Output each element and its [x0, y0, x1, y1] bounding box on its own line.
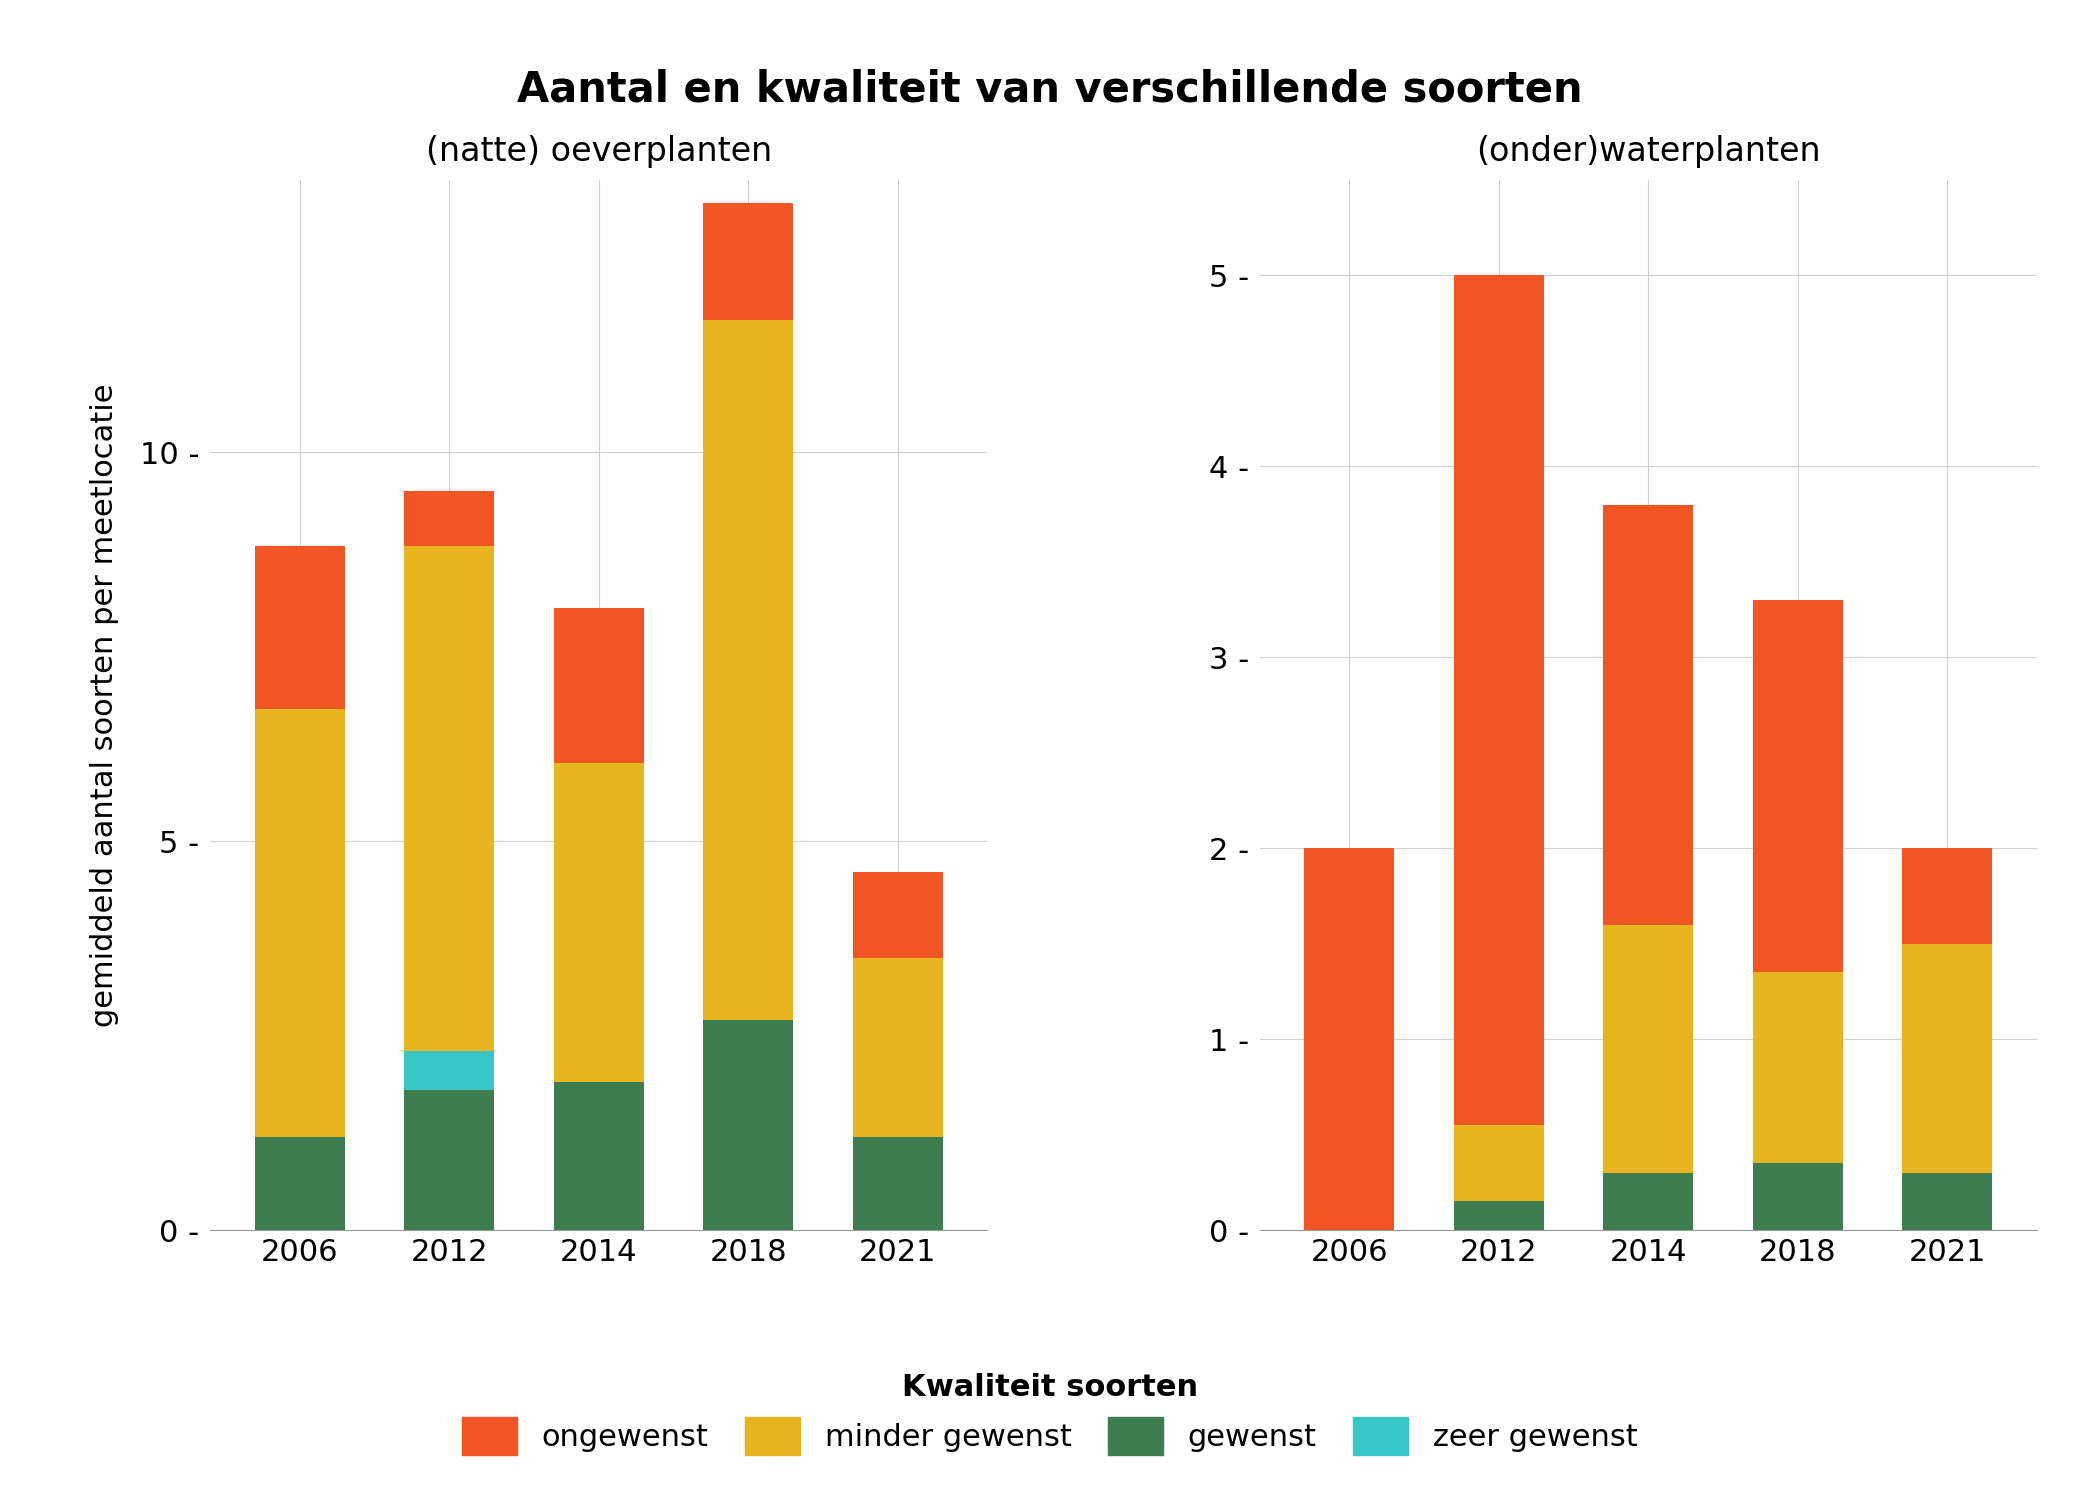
Bar — [1604, 1173, 1693, 1230]
Bar — [1754, 972, 1842, 1162]
Title: (onder)waterplanten: (onder)waterplanten — [1476, 135, 1821, 168]
Bar — [853, 958, 943, 1137]
Bar — [554, 1082, 643, 1230]
Bar — [405, 490, 494, 546]
Legend: ongewenst, minder gewenst, gewenst, zeer gewenst: ongewenst, minder gewenst, gewenst, zeer… — [462, 1372, 1638, 1455]
Bar — [1453, 276, 1544, 1125]
Text: Aantal en kwaliteit van verschillende soorten: Aantal en kwaliteit van verschillende so… — [517, 69, 1583, 111]
Title: (natte) oeverplanten: (natte) oeverplanten — [426, 135, 773, 168]
Bar — [1903, 847, 1993, 944]
Bar — [405, 1052, 494, 1090]
Bar — [405, 1090, 494, 1230]
Bar — [554, 764, 643, 1082]
Y-axis label: gemiddeld aantal soorten per meetlocatie: gemiddeld aantal soorten per meetlocatie — [90, 384, 120, 1026]
Bar — [405, 546, 494, 1052]
Bar — [1754, 1162, 1842, 1230]
Bar — [704, 320, 794, 1020]
Bar — [1903, 944, 1993, 1173]
Bar — [254, 546, 344, 710]
Bar — [1453, 1202, 1544, 1230]
Bar — [1903, 1173, 1993, 1230]
Bar — [704, 1020, 794, 1230]
Bar — [704, 204, 794, 320]
Bar — [554, 608, 643, 764]
Bar — [853, 871, 943, 958]
Bar — [1604, 504, 1693, 924]
Bar — [1604, 924, 1693, 1173]
Bar — [1453, 1125, 1544, 1202]
Bar — [254, 710, 344, 1137]
Bar — [254, 1137, 344, 1230]
Bar — [1304, 847, 1394, 1230]
Bar — [1754, 600, 1842, 972]
Bar — [853, 1137, 943, 1230]
